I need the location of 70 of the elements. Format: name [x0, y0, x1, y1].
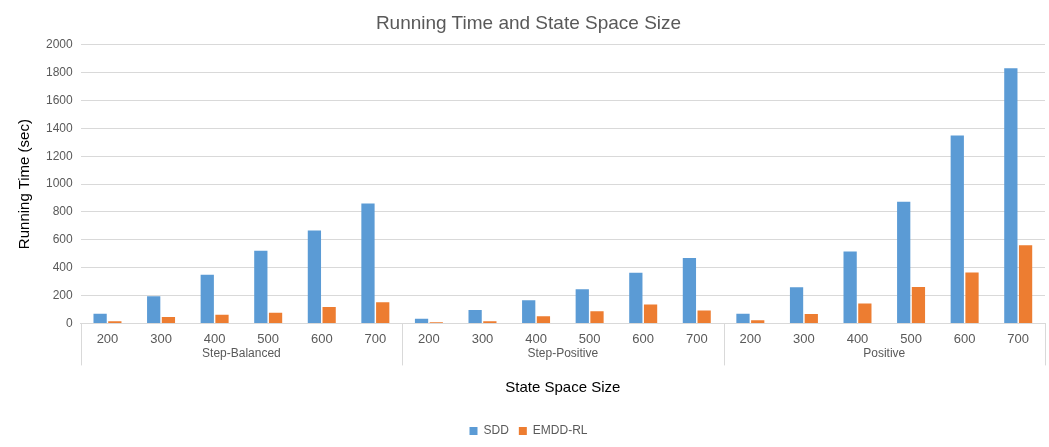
- bar: [361, 203, 375, 323]
- x-tick-label: 500: [900, 330, 922, 346]
- y-tick-label: 1000: [45, 176, 74, 191]
- bar: [897, 201, 911, 323]
- x-tick-label: 200: [96, 330, 119, 346]
- text: Positive: [863, 345, 906, 360]
- y-tick-label: 0: [66, 315, 74, 330]
- x-tick-label: 700: [685, 330, 708, 346]
- x-tick-label: 500: [257, 330, 280, 346]
- text: Step-Positive: [527, 345, 599, 360]
- y-tick-label: 2000: [45, 37, 74, 52]
- bar: [161, 316, 176, 323]
- x-tick-label: 500: [578, 330, 601, 346]
- bar: [376, 302, 390, 323]
- y-tick-label: 400: [52, 259, 74, 274]
- bar: [307, 230, 322, 323]
- y-axis-title: Running Time (sec): [15, 119, 33, 250]
- bar: [468, 309, 482, 323]
- bar: [147, 296, 161, 323]
- bar: [629, 272, 643, 323]
- x-axis-title: State Space Size: [505, 378, 621, 396]
- bar: [215, 314, 229, 323]
- x-tick-label: 700: [1007, 330, 1030, 346]
- bar: [536, 316, 551, 323]
- y-tick-label: 1200: [45, 148, 74, 163]
- bar: [804, 314, 818, 323]
- bar: [643, 304, 658, 323]
- y-tick-label: 1600: [45, 92, 74, 107]
- bar: [1004, 68, 1018, 323]
- bar: [751, 320, 765, 323]
- x-tick-label: 300: [793, 330, 815, 346]
- y-tick-label: 800: [52, 204, 74, 219]
- bar: [200, 274, 214, 323]
- bar: [965, 272, 979, 323]
- bar: [950, 135, 964, 323]
- y-tick-label: 1400: [45, 120, 74, 135]
- x-tick-label: 400: [203, 330, 226, 346]
- bar: [268, 312, 283, 323]
- x-tick-label: 300: [150, 330, 172, 346]
- chart-title: Running Time and State Space Size: [375, 11, 682, 33]
- bar: [697, 310, 711, 323]
- bar: [254, 250, 268, 323]
- x-tick-label: 200: [418, 330, 440, 346]
- x-tick-label: 600: [953, 330, 976, 346]
- bar: [858, 303, 872, 323]
- bar: [843, 251, 857, 323]
- text: Step-Balanced: [202, 345, 281, 360]
- bar: [522, 300, 536, 323]
- x-tick-label: 300: [471, 330, 494, 346]
- bar: [93, 313, 107, 323]
- bar: [575, 289, 589, 323]
- x-tick-label: 600: [632, 330, 655, 346]
- x-tick-label: 400: [846, 330, 869, 346]
- y-tick-label: 600: [52, 232, 74, 247]
- legend-label: SDD: [483, 423, 510, 438]
- bar: [322, 307, 336, 323]
- y-tick-label: 1800: [45, 64, 74, 79]
- x-tick-label: 700: [364, 330, 387, 346]
- bar: [414, 318, 429, 323]
- bar: [682, 258, 697, 323]
- x-tick-label: 400: [525, 330, 547, 346]
- x-tick-label: 600: [310, 330, 333, 346]
- bar: [1018, 245, 1033, 323]
- x-tick-label: 200: [739, 330, 762, 346]
- bar: [590, 311, 604, 323]
- legend-label: EMDD-RL: [532, 423, 588, 438]
- bar: [736, 313, 750, 323]
- bar: [911, 286, 926, 323]
- bar: [789, 287, 804, 323]
- y-tick-label: 200: [52, 287, 74, 302]
